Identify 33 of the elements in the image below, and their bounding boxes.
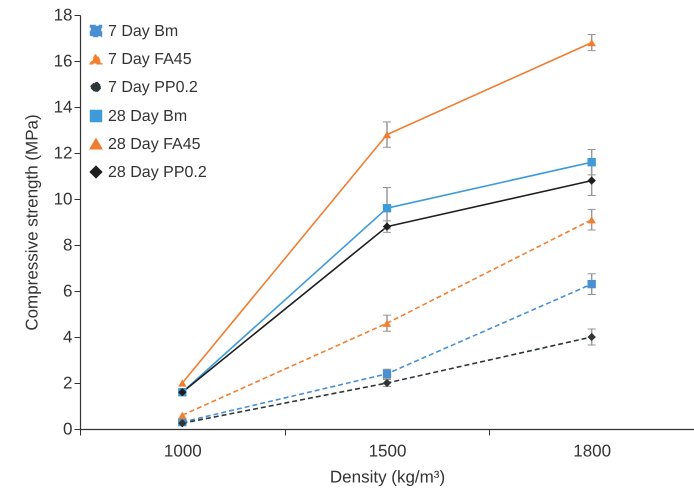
point (587, 38, 596, 46)
legend-label: 28 Day FA45 (108, 136, 201, 153)
x-tick-label: 1800 (573, 442, 612, 460)
x-axis-title: Density (kg/m³) (330, 468, 446, 486)
point (178, 412, 187, 419)
legend-label: 7 Day FA45 (108, 51, 192, 68)
legend-label: 7 Day Bm (108, 23, 178, 40)
y-tick-label: 2 (63, 374, 72, 392)
point (587, 176, 596, 185)
point (587, 158, 596, 166)
y-tick-label: 4 (63, 328, 72, 346)
point (587, 216, 596, 224)
y-tick-label: 18 (54, 6, 72, 24)
y-tick-label: 10 (54, 190, 72, 208)
legend-label: 28 Day PP0.2 (108, 164, 207, 181)
y-axis-title: Compressive strength (MPa) (22, 114, 42, 331)
x-tick-label: 1500 (368, 442, 406, 460)
y-tick-label: 8 (63, 236, 72, 254)
y-tick-label: 14 (54, 98, 72, 116)
point (587, 332, 596, 342)
y-tick-label: 0 (63, 420, 72, 438)
y-tick-label: 12 (54, 144, 72, 162)
y-tick-label: 6 (63, 282, 72, 300)
point (178, 379, 187, 387)
legend-label: 7 Day PP0.2 (108, 79, 198, 96)
point (382, 370, 392, 378)
point (382, 130, 392, 138)
legend-label: 28 Day Bm (108, 108, 188, 125)
x-tick-label: 1000 (164, 442, 202, 460)
point (382, 320, 392, 327)
point (382, 204, 392, 212)
y-tick-label: 16 (54, 52, 72, 70)
point (587, 280, 596, 288)
